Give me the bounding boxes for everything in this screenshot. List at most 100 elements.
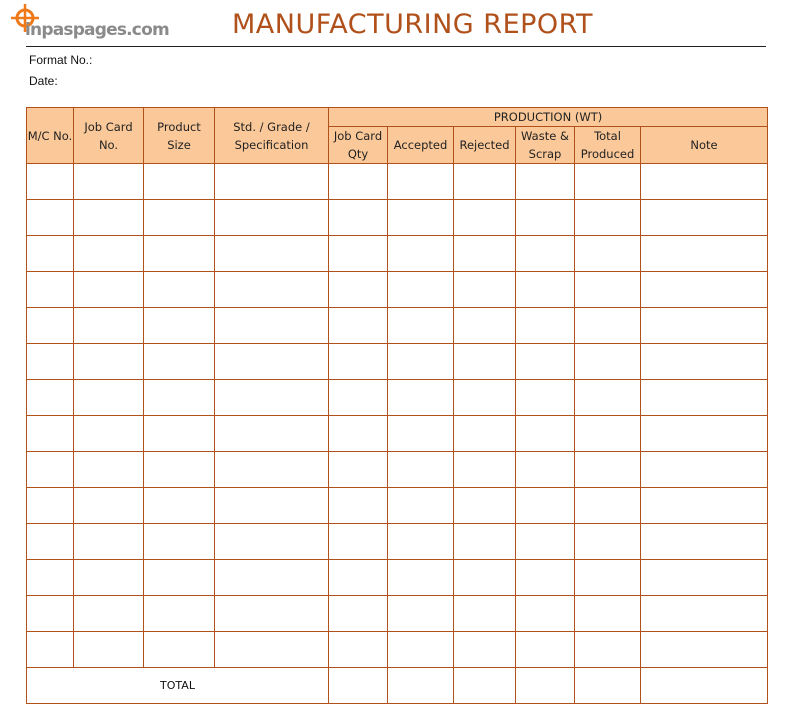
- cell-job-card-no[interactable]: [73, 379, 144, 416]
- cell-note[interactable]: [639, 307, 769, 344]
- cell-specification[interactable]: [214, 631, 329, 668]
- cell-product-size[interactable]: [143, 307, 215, 344]
- cell-note[interactable]: [639, 451, 769, 488]
- cell-product-size[interactable]: [143, 379, 215, 416]
- cell-rejected[interactable]: [453, 523, 516, 560]
- cell-waste-scrap[interactable]: [515, 523, 575, 560]
- cell-mc-no[interactable]: [26, 199, 74, 236]
- cell-specification[interactable]: [214, 235, 329, 272]
- cell-product-size[interactable]: [143, 271, 215, 308]
- cell-waste-scrap[interactable]: [515, 631, 575, 668]
- cell-product-size[interactable]: [143, 523, 215, 560]
- cell-job-card-no[interactable]: [73, 523, 144, 560]
- cell-job-card-qty[interactable]: [328, 271, 388, 308]
- cell-rejected[interactable]: [453, 487, 516, 524]
- cell-rejected[interactable]: [453, 415, 516, 452]
- cell-job-card-no[interactable]: [73, 235, 144, 272]
- cell-job-card-qty[interactable]: [328, 343, 388, 380]
- cell-accepted[interactable]: [387, 631, 454, 668]
- cell-total-produced[interactable]: [574, 379, 641, 416]
- cell-mc-no[interactable]: [26, 415, 74, 452]
- cell-specification[interactable]: [214, 559, 329, 596]
- cell-specification[interactable]: [214, 487, 329, 524]
- cell-product-size[interactable]: [143, 631, 215, 668]
- cell-total-produced[interactable]: [574, 451, 641, 488]
- cell-accepted[interactable]: [387, 199, 454, 236]
- cell-total-produced[interactable]: [574, 343, 641, 380]
- cell-note[interactable]: [639, 379, 769, 416]
- cell-accepted[interactable]: [387, 379, 454, 416]
- cell-job-card-no[interactable]: [73, 631, 144, 668]
- cell-waste-scrap[interactable]: [515, 559, 575, 596]
- cell-accepted[interactable]: [387, 595, 454, 632]
- cell-note[interactable]: [639, 199, 769, 236]
- total-cell[interactable]: [515, 667, 575, 704]
- cell-total-produced[interactable]: [574, 307, 641, 344]
- cell-specification[interactable]: [214, 307, 329, 344]
- cell-rejected[interactable]: [453, 559, 516, 596]
- cell-specification[interactable]: [214, 523, 329, 560]
- cell-waste-scrap[interactable]: [515, 271, 575, 308]
- cell-waste-scrap[interactable]: [515, 235, 575, 272]
- cell-job-card-qty[interactable]: [328, 595, 388, 632]
- cell-specification[interactable]: [214, 163, 329, 200]
- cell-specification[interactable]: [214, 595, 329, 632]
- cell-waste-scrap[interactable]: [515, 343, 575, 380]
- total-cell[interactable]: [387, 667, 454, 704]
- cell-job-card-qty[interactable]: [328, 199, 388, 236]
- cell-total-produced[interactable]: [574, 271, 641, 308]
- cell-waste-scrap[interactable]: [515, 199, 575, 236]
- cell-product-size[interactable]: [143, 415, 215, 452]
- cell-rejected[interactable]: [453, 235, 516, 272]
- cell-accepted[interactable]: [387, 559, 454, 596]
- cell-product-size[interactable]: [143, 487, 215, 524]
- cell-waste-scrap[interactable]: [515, 415, 575, 452]
- cell-job-card-qty[interactable]: [328, 235, 388, 272]
- cell-specification[interactable]: [214, 271, 329, 308]
- cell-job-card-qty[interactable]: [328, 523, 388, 560]
- cell-mc-no[interactable]: [26, 451, 74, 488]
- cell-rejected[interactable]: [453, 307, 516, 344]
- cell-product-size[interactable]: [143, 343, 215, 380]
- cell-rejected[interactable]: [453, 451, 516, 488]
- cell-job-card-no[interactable]: [73, 487, 144, 524]
- cell-mc-no[interactable]: [26, 379, 74, 416]
- cell-mc-no[interactable]: [26, 235, 74, 272]
- cell-specification[interactable]: [214, 379, 329, 416]
- total-cell[interactable]: [328, 667, 388, 704]
- cell-mc-no[interactable]: [26, 559, 74, 596]
- cell-rejected[interactable]: [453, 595, 516, 632]
- cell-specification[interactable]: [214, 199, 329, 236]
- cell-job-card-no[interactable]: [73, 559, 144, 596]
- cell-waste-scrap[interactable]: [515, 451, 575, 488]
- cell-total-produced[interactable]: [574, 559, 641, 596]
- cell-total-produced[interactable]: [574, 523, 641, 560]
- cell-rejected[interactable]: [453, 163, 516, 200]
- cell-job-card-qty[interactable]: [328, 559, 388, 596]
- cell-specification[interactable]: [214, 451, 329, 488]
- cell-waste-scrap[interactable]: [515, 487, 575, 524]
- cell-job-card-qty[interactable]: [328, 163, 388, 200]
- cell-total-produced[interactable]: [574, 163, 641, 200]
- cell-total-produced[interactable]: [574, 415, 641, 452]
- cell-job-card-no[interactable]: [73, 307, 144, 344]
- cell-product-size[interactable]: [143, 451, 215, 488]
- cell-note[interactable]: [639, 487, 769, 524]
- cell-note[interactable]: [639, 343, 769, 380]
- cell-total-produced[interactable]: [574, 487, 641, 524]
- cell-accepted[interactable]: [387, 343, 454, 380]
- cell-product-size[interactable]: [143, 235, 215, 272]
- cell-product-size[interactable]: [143, 163, 215, 200]
- cell-note[interactable]: [639, 559, 769, 596]
- cell-product-size[interactable]: [143, 199, 215, 236]
- cell-mc-no[interactable]: [26, 343, 74, 380]
- cell-product-size[interactable]: [143, 595, 215, 632]
- cell-mc-no[interactable]: [26, 595, 74, 632]
- cell-mc-no[interactable]: [26, 271, 74, 308]
- cell-mc-no[interactable]: [26, 487, 74, 524]
- cell-job-card-no[interactable]: [73, 163, 144, 200]
- cell-job-card-qty[interactable]: [328, 451, 388, 488]
- cell-accepted[interactable]: [387, 487, 454, 524]
- cell-mc-no[interactable]: [26, 523, 74, 560]
- cell-total-produced[interactable]: [574, 631, 641, 668]
